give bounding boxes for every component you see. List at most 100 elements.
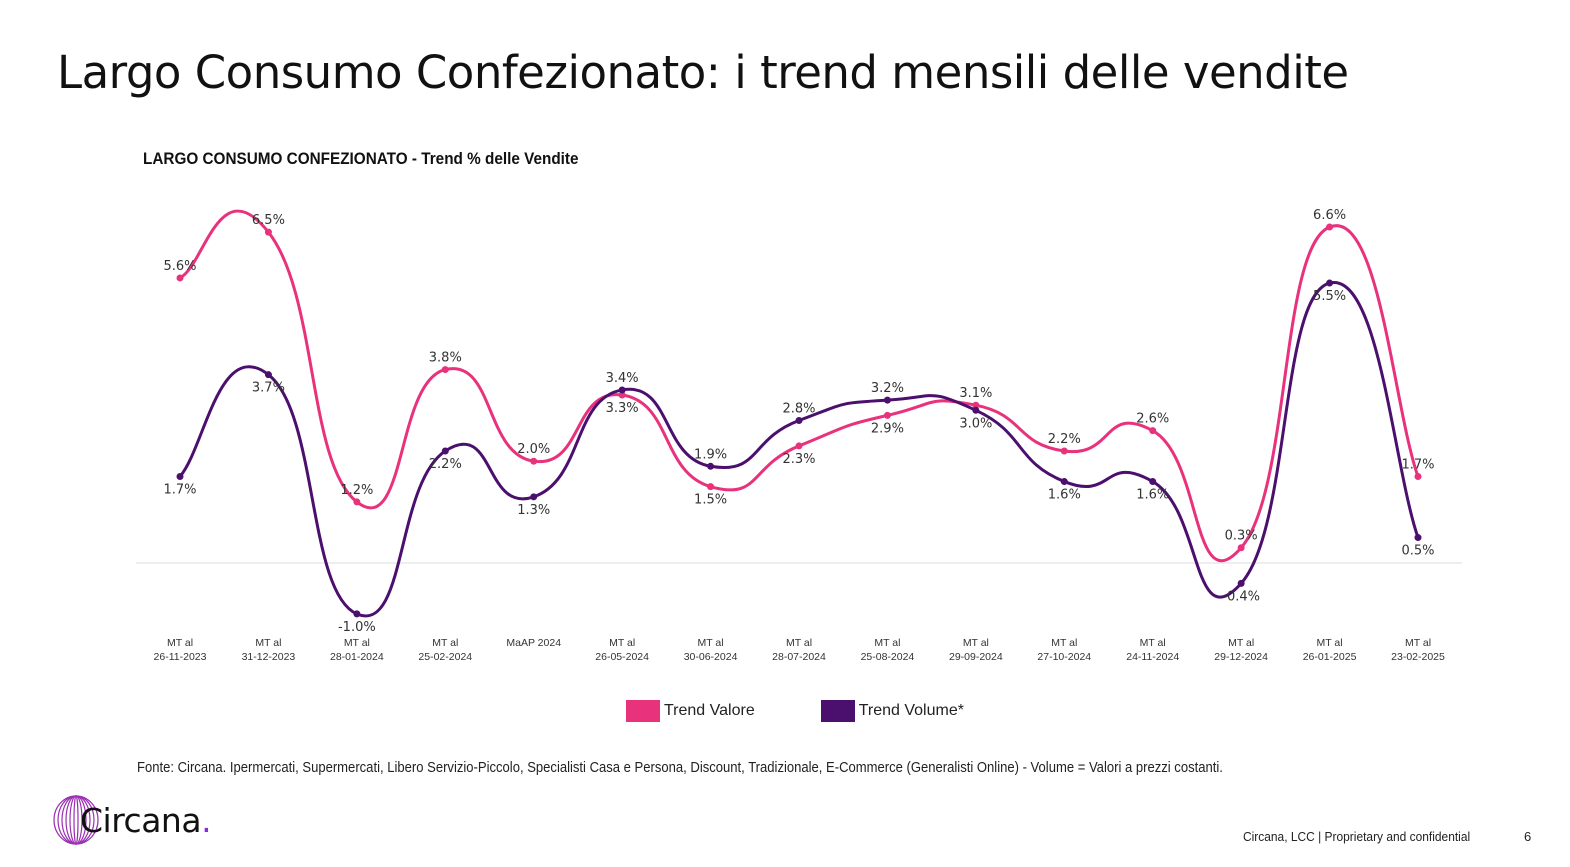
footer-text: Circana, LCC | Proprietary and confident… (1243, 829, 1471, 844)
data-point (353, 498, 361, 506)
data-point (1149, 427, 1157, 435)
data-point (883, 411, 891, 419)
data-label: 1.5% (694, 493, 727, 508)
data-label: 1.7% (1401, 457, 1434, 472)
x-tick-label: MT al (1140, 637, 1166, 649)
data-label: 5.5% (1313, 289, 1346, 304)
legend-item-volume: Trend Volume* (820, 700, 964, 722)
data-point (1237, 544, 1245, 552)
data-point (707, 462, 715, 470)
logo-word: Circana (80, 800, 202, 840)
x-tick-label: 23-02-2025 (1391, 651, 1445, 663)
data-point (972, 401, 980, 409)
x-tick-label: MT al (1228, 637, 1254, 649)
data-label: 3.8% (429, 351, 462, 366)
globe-icon (53, 795, 99, 845)
data-label: 3.4% (606, 371, 639, 386)
x-tick-label: MT al (698, 637, 724, 649)
x-tick-label: 28-07-2024 (772, 651, 826, 663)
data-label: 3.2% (871, 381, 904, 396)
data-point (1149, 478, 1157, 486)
x-tick-label: MT al (167, 637, 193, 649)
data-label: 0.5% (1401, 544, 1434, 559)
series-line-1 (178, 281, 1420, 618)
data-label: 2.9% (871, 421, 904, 436)
source-note: Fonte: Circana. Ipermercati, Supermercat… (137, 760, 1223, 776)
data-label: 1.2% (340, 483, 373, 498)
x-tick-label: 29-09-2024 (949, 651, 1003, 663)
data-label: 6.6% (1313, 208, 1346, 223)
legend-label: Trend Volume* (858, 702, 964, 719)
x-tick-label: MT al (609, 637, 635, 649)
x-tick-label: 25-02-2024 (418, 651, 472, 663)
data-point (1237, 579, 1245, 587)
x-tick-label: MT al (786, 637, 812, 649)
data-point (1060, 447, 1068, 455)
legend-label: Trend Valore (664, 702, 755, 719)
data-point (1060, 478, 1068, 486)
data-point (1414, 534, 1422, 542)
x-tick-label: 24-11-2024 (1126, 651, 1179, 663)
data-point (353, 610, 361, 618)
data-label: 3.3% (606, 401, 639, 416)
data-label: -0.4% (1222, 589, 1260, 604)
data-label: 2.6% (1136, 412, 1169, 427)
data-point (972, 406, 980, 414)
page-title: Largo Consumo Confezionato: i trend mens… (57, 46, 1349, 99)
data-label: 1.9% (694, 447, 727, 462)
x-tick-label: 25-08-2024 (861, 651, 915, 663)
x-tick-label: 27-10-2024 (1037, 651, 1091, 663)
data-label: 5.6% (163, 259, 196, 274)
data-label: 1.6% (1136, 488, 1169, 503)
data-point (618, 391, 626, 399)
x-tick-label: 30-06-2024 (684, 651, 738, 663)
data-label: 3.7% (252, 381, 285, 396)
circana-logo: Circana. (52, 794, 212, 846)
x-tick-label: 29-12-2024 (1214, 651, 1268, 663)
line-chart: MT al 26-11-2023 MT al 31-12-2023 MT al 28-01… (136, 208, 1462, 663)
legend-swatch (626, 700, 660, 722)
data-label: 0.3% (1225, 529, 1258, 544)
data-label: 2.0% (517, 442, 550, 457)
x-tick-label: MaAP 2024 (506, 637, 561, 649)
data-point (1414, 472, 1422, 480)
data-point (1326, 279, 1334, 287)
data-point (618, 386, 626, 394)
data-label: 3.1% (959, 386, 992, 401)
x-tick-label: MT al (1051, 637, 1077, 649)
x-tick-label: 26-11-2023 (154, 651, 207, 663)
data-point (530, 457, 538, 465)
data-label: 6.5% (252, 213, 285, 228)
x-tick-label: 28-01-2024 (330, 651, 384, 663)
data-point (530, 493, 538, 501)
data-point (176, 274, 184, 282)
x-tick-label: MT al (874, 637, 900, 649)
data-label: 2.8% (782, 401, 815, 416)
x-tick-label: MT al (344, 637, 370, 649)
chart-legend: Trend Valore Trend Volume* (626, 700, 964, 722)
logo-dot: . (201, 800, 212, 840)
chart-title: LARGO CONSUMO CONFEZIONATO - Trend % del… (143, 149, 579, 168)
x-tick-label: MT al (255, 637, 281, 649)
x-tick-label: 26-01-2025 (1303, 651, 1357, 663)
data-label: 1.7% (163, 482, 196, 497)
data-point (883, 396, 891, 404)
data-point (441, 366, 449, 374)
x-tick-label: MT al (1317, 637, 1343, 649)
page-number: 6 (1524, 829, 1532, 844)
legend-swatch (820, 700, 855, 722)
x-tick-label: MT al (1405, 637, 1431, 649)
x-tick-label: MT al (963, 637, 989, 649)
logo-text: Circana. (80, 800, 212, 840)
legend-item-valore: Trend Valore (626, 700, 755, 722)
data-point (795, 442, 803, 450)
data-point (264, 371, 272, 379)
data-point (441, 447, 449, 455)
data-label: 1.6% (1048, 488, 1081, 503)
data-point (1326, 223, 1334, 231)
data-label: 3.0% (959, 416, 992, 431)
data-point (176, 472, 184, 480)
data-label: 2.2% (429, 457, 462, 472)
data-label: 2.2% (1048, 432, 1081, 447)
x-tick-label: 26-05-2024 (595, 651, 649, 663)
